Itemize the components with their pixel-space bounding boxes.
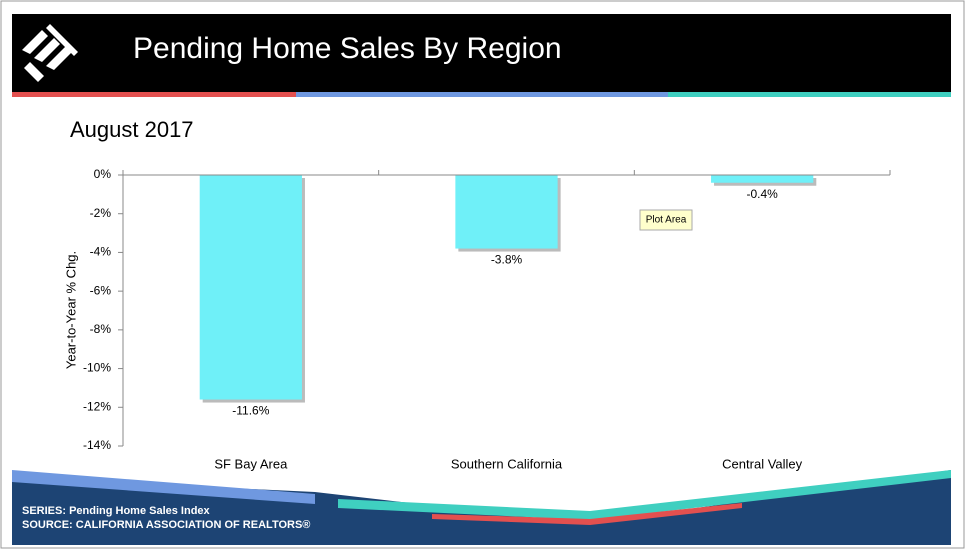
footer-stripe-teal: [338, 470, 951, 520]
plot: 0% -2% -4% -6% -8% -10% -12% -14% -11.6% SF Bay A…: [83, 167, 891, 471]
series-note: SERIES: Pending Home Sales Index: [22, 505, 211, 517]
value-label: -3.8%: [491, 253, 523, 267]
y-tick-label: -4%: [90, 245, 112, 259]
tooltip-text: Plot Area: [646, 215, 687, 226]
stripe-red: [12, 92, 296, 97]
y-tick-label: 0%: [94, 167, 112, 181]
y-axis-label: Year-to-Year % Chg.: [63, 251, 78, 369]
bar: [711, 175, 814, 183]
source-note: SOURCE: CALIFORNIA ASSOCIATION OF REALTO…: [22, 519, 310, 531]
bar: [455, 175, 558, 249]
x-tick-label: Central Valley: [722, 456, 802, 471]
y-tick-label: -14%: [83, 438, 111, 452]
slide-title: Pending Home Sales By Region: [133, 32, 562, 65]
value-label: -0.4%: [746, 187, 778, 201]
footer-band: [12, 470, 951, 545]
y-tick-label: -10%: [83, 361, 111, 375]
y-tick-label: -12%: [83, 399, 111, 413]
y-tick-label: -6%: [90, 283, 112, 297]
x-tick-label: SF Bay Area: [214, 456, 288, 471]
stripe-blue: [296, 92, 668, 97]
stripe-teal: [668, 92, 951, 97]
y-tick-label: -8%: [90, 322, 112, 336]
bar: [199, 175, 302, 400]
subtitle: August 2017: [70, 117, 194, 142]
y-tick-label: -2%: [90, 206, 112, 220]
header-bar: [12, 14, 951, 92]
x-tick-label: Southern California: [451, 456, 563, 471]
tooltip: [639, 209, 693, 231]
logo: [22, 24, 78, 82]
footer-stripe-red: [432, 503, 742, 525]
value-label: -11.6%: [232, 404, 269, 418]
footer-stripe-blue: [12, 470, 315, 504]
